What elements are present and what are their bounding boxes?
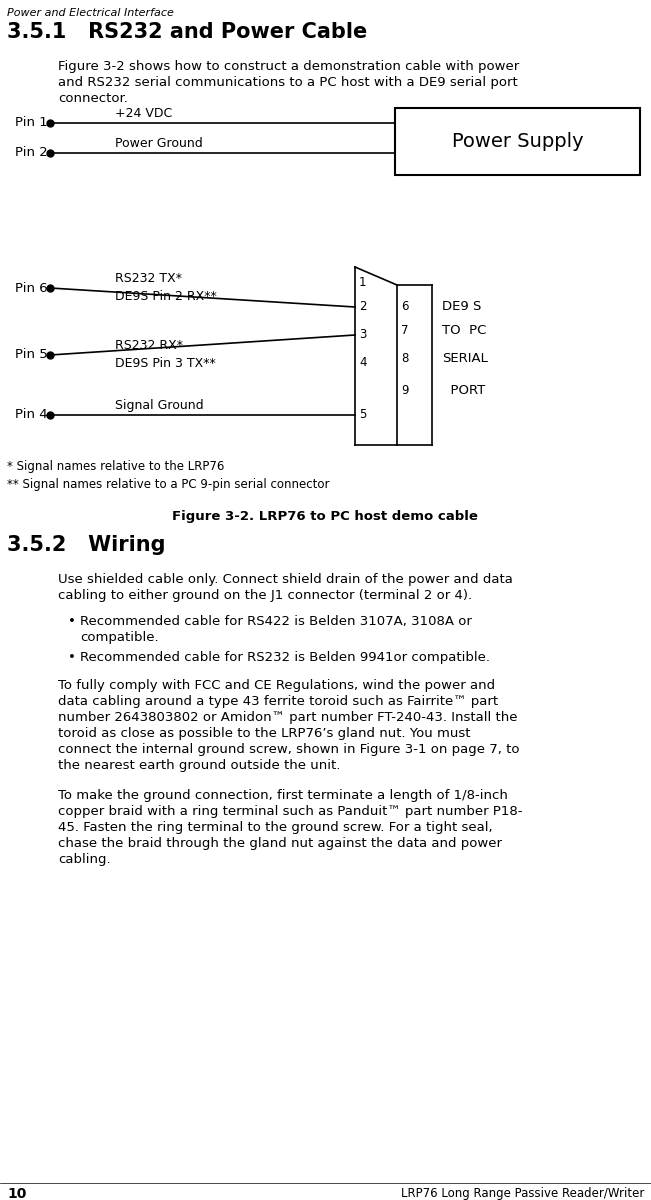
Text: 3: 3 xyxy=(359,329,367,342)
Text: * Signal names relative to the LRP76: * Signal names relative to the LRP76 xyxy=(7,460,225,473)
Text: compatible.: compatible. xyxy=(80,631,159,644)
Text: •: • xyxy=(68,650,76,664)
Text: data cabling around a type 43 ferrite toroid such as Fairrite™ part: data cabling around a type 43 ferrite to… xyxy=(58,695,498,708)
Text: To make the ground connection, first terminate a length of 1/8-inch: To make the ground connection, first ter… xyxy=(58,790,508,802)
Text: Figure 3-2. LRP76 to PC host demo cable: Figure 3-2. LRP76 to PC host demo cable xyxy=(172,510,478,523)
Text: Power Ground: Power Ground xyxy=(115,137,202,150)
Text: Pin 2: Pin 2 xyxy=(15,146,48,160)
Text: Power Supply: Power Supply xyxy=(452,132,583,151)
Text: Pin 4: Pin 4 xyxy=(16,408,48,421)
Text: number 2643803802 or Amidon™ part number FT-240-43. Install the: number 2643803802 or Amidon™ part number… xyxy=(58,710,518,724)
Text: ** Signal names relative to a PC 9-pin serial connector: ** Signal names relative to a PC 9-pin s… xyxy=(7,478,329,491)
Text: To fully comply with FCC and CE Regulations, wind the power and: To fully comply with FCC and CE Regulati… xyxy=(58,679,495,692)
Text: 2: 2 xyxy=(359,300,367,313)
Text: Recommended cable for RS232 is Belden 9941or compatible.: Recommended cable for RS232 is Belden 99… xyxy=(80,650,490,664)
Text: DE9 S: DE9 S xyxy=(442,300,481,313)
Text: Pin 1: Pin 1 xyxy=(15,116,48,130)
Text: 8: 8 xyxy=(401,352,408,365)
Text: 5: 5 xyxy=(359,408,367,421)
Text: PORT: PORT xyxy=(442,384,485,396)
Text: Power and Electrical Interface: Power and Electrical Interface xyxy=(7,8,174,18)
Text: 6: 6 xyxy=(401,300,408,313)
Text: connector.: connector. xyxy=(58,92,128,104)
Text: LRP76 Long Range Passive Reader/Writer: LRP76 Long Range Passive Reader/Writer xyxy=(400,1187,644,1200)
Text: DE9S Pin 3 TX**: DE9S Pin 3 TX** xyxy=(115,358,215,370)
Text: connect the internal ground screw, shown in Figure 3-1 on page 7, to: connect the internal ground screw, shown… xyxy=(58,743,519,756)
Text: Signal Ground: Signal Ground xyxy=(115,398,204,412)
Text: copper braid with a ring terminal such as Panduit™ part number P18-: copper braid with a ring terminal such a… xyxy=(58,805,523,818)
Text: Recommended cable for RS422 is Belden 3107A, 3108A or: Recommended cable for RS422 is Belden 31… xyxy=(80,614,472,628)
Text: the nearest earth ground outside the unit.: the nearest earth ground outside the uni… xyxy=(58,758,340,772)
Text: DE9S Pin 2 RX**: DE9S Pin 2 RX** xyxy=(115,290,217,302)
Text: 3.5.2   Wiring: 3.5.2 Wiring xyxy=(7,535,165,554)
Text: 45. Fasten the ring terminal to the ground screw. For a tight seal,: 45. Fasten the ring terminal to the grou… xyxy=(58,821,493,834)
Text: Pin 5: Pin 5 xyxy=(15,348,48,361)
Text: cabling.: cabling. xyxy=(58,853,111,866)
Text: Use shielded cable only. Connect shield drain of the power and data: Use shielded cable only. Connect shield … xyxy=(58,572,513,586)
Text: 1: 1 xyxy=(359,276,367,288)
Text: and RS232 serial communications to a PC host with a DE9 serial port: and RS232 serial communications to a PC … xyxy=(58,76,518,89)
Text: •: • xyxy=(68,614,76,628)
Bar xyxy=(395,108,640,175)
Text: chase the braid through the gland nut against the data and power: chase the braid through the gland nut ag… xyxy=(58,838,502,850)
Text: TO  PC: TO PC xyxy=(442,324,486,336)
Text: 9: 9 xyxy=(401,384,408,396)
Text: SERIAL: SERIAL xyxy=(442,352,488,365)
Text: Pin 6: Pin 6 xyxy=(16,282,48,294)
Text: 3.5.1   RS232 and Power Cable: 3.5.1 RS232 and Power Cable xyxy=(7,22,367,42)
Text: +24 VDC: +24 VDC xyxy=(115,107,173,120)
Text: Figure 3-2 shows how to construct a demonstration cable with power: Figure 3-2 shows how to construct a demo… xyxy=(58,60,519,73)
Text: 4: 4 xyxy=(359,355,367,368)
Text: RS232 TX*: RS232 TX* xyxy=(115,272,182,284)
Text: RS232 RX*: RS232 RX* xyxy=(115,338,183,352)
Text: 7: 7 xyxy=(401,324,408,336)
Text: 10: 10 xyxy=(7,1187,27,1200)
Text: toroid as close as possible to the LRP76’s gland nut. You must: toroid as close as possible to the LRP76… xyxy=(58,727,471,740)
Text: cabling to either ground on the J1 connector (terminal 2 or 4).: cabling to either ground on the J1 conne… xyxy=(58,589,472,602)
